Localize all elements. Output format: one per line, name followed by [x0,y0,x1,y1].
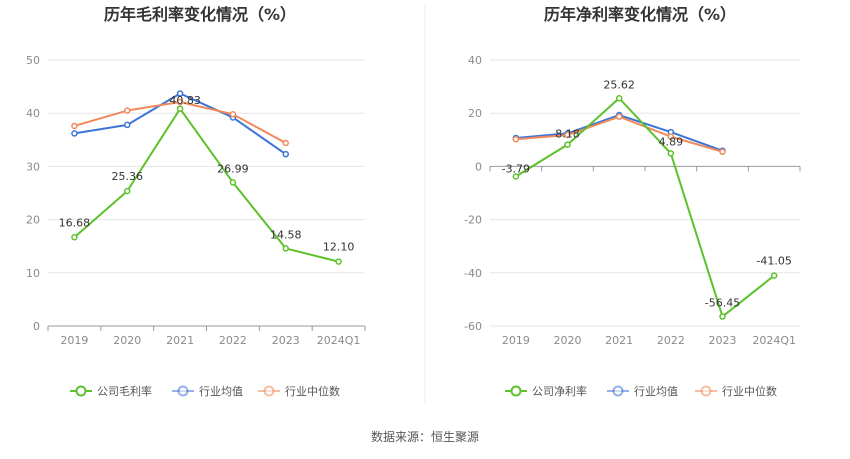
data-label: -56.45 [705,297,740,310]
y-tick-label: 0 [33,320,40,333]
data-point-company [282,245,289,252]
data-point-avg [282,150,289,158]
data-label: 14.58 [270,228,302,241]
data-point-company [335,258,342,265]
data-point-company [229,179,237,186]
data-label: 16.68 [59,216,91,229]
x-tick-label: 2019 [502,334,530,347]
data-point-avg [71,130,78,137]
legend-label: 行业均值 [634,385,678,398]
data-label: 12.10 [323,241,355,254]
data-point-avg [124,121,131,129]
legend-marker [700,385,712,397]
y-tick-label: 40 [468,54,482,67]
legend-item-company: 公司净利率 [505,384,587,398]
x-tick-label: 2020 [113,334,141,347]
data-point-company [615,95,623,102]
legend-marker [75,385,87,397]
data-point-median [124,107,131,114]
x-tick-label: 2020 [554,334,582,347]
data-point-company [512,173,520,180]
x-tick-label: 2022 [219,334,247,347]
chart-title: 历年净利率变化情况（%） [544,5,736,24]
y-tick-label: 0 [475,160,482,173]
x-tick-label: 2022 [657,334,685,347]
data-point-median [564,131,571,139]
data-point-company [564,141,571,148]
data-point-median [229,111,237,118]
y-tick-label: 50 [26,54,40,67]
data-label: 25.36 [112,170,144,183]
y-tick-label: 10 [26,267,40,280]
data-point-median [667,133,675,140]
data-point-company [176,105,184,113]
data-point-company [719,313,726,320]
legend-item-median: 行业中位数 [695,384,777,398]
y-tick-label: -40 [464,267,482,280]
data-point-median [282,139,289,147]
legend-item-avg: 行业均值 [607,385,678,398]
x-tick-label: 2024Q1 [752,334,796,347]
data-point-median [719,148,726,156]
data-label: 40.83 [169,94,201,107]
data-point-company [667,150,675,157]
net-margin-chart: 历年净利率变化情况（%） -60 -40 -20 0 20 40 2019 2020 2021 20… [464,5,801,398]
y-tick-label: 20 [468,107,482,120]
data-label: -3.79 [502,162,530,175]
y-tick-label: -60 [464,320,482,333]
data-label: 25.62 [603,78,635,91]
series-line-company [73,107,339,263]
series-line-median [515,115,723,153]
legend-marker [510,385,522,397]
data-label: -41.05 [756,255,791,268]
legend-label: 行业中位数 [722,384,777,398]
y-tick-label: 40 [26,107,40,120]
series-line-company [515,97,775,318]
y-tick-label: 20 [26,214,40,227]
series-line-avg [515,114,723,152]
legend-item-company: 公司毛利率 [70,384,152,398]
legend-label: 公司净利率 [532,384,587,398]
data-point-median [615,113,623,120]
x-tick-label: 2021 [166,334,194,347]
legend-marker [612,385,624,397]
data-point-company [71,234,78,241]
legend-marker [177,385,189,397]
legend-item-median: 行业中位数 [258,384,340,398]
legend-marker [263,385,275,397]
y-tick-label: 30 [26,160,40,173]
legend-item-avg: 行业均值 [172,385,243,398]
chart-title: 历年毛利率变化情况（%） [104,5,296,24]
data-point-avg [176,90,184,97]
y-tick-label: -20 [464,214,482,227]
legend-label: 行业均值 [199,385,243,398]
data-point-median [512,136,520,143]
data-point-company [770,272,778,279]
x-tick-label: 2023 [272,334,300,347]
data-source-note: 数据来源：恒生聚源 [370,430,479,444]
legend-label: 公司毛利率 [97,384,152,398]
data-label: 4.89 [659,135,684,148]
data-label: 26.99 [217,162,249,175]
x-tick-label: 2024Q1 [317,334,361,347]
data-point-median [176,98,184,106]
gross-margin-chart: 历年毛利率变化情况（%） 0 10 20 30 40 50 2019 2020 2021 2022 2… [26,5,366,398]
x-tick-label: 2019 [60,334,88,347]
data-point-median [71,122,78,130]
data-label: 8.18 [555,128,580,141]
legend-label: 行业中位数 [285,384,340,398]
x-tick-label: 2021 [605,334,633,347]
data-point-company [124,187,131,195]
x-tick-label: 2023 [709,334,737,347]
